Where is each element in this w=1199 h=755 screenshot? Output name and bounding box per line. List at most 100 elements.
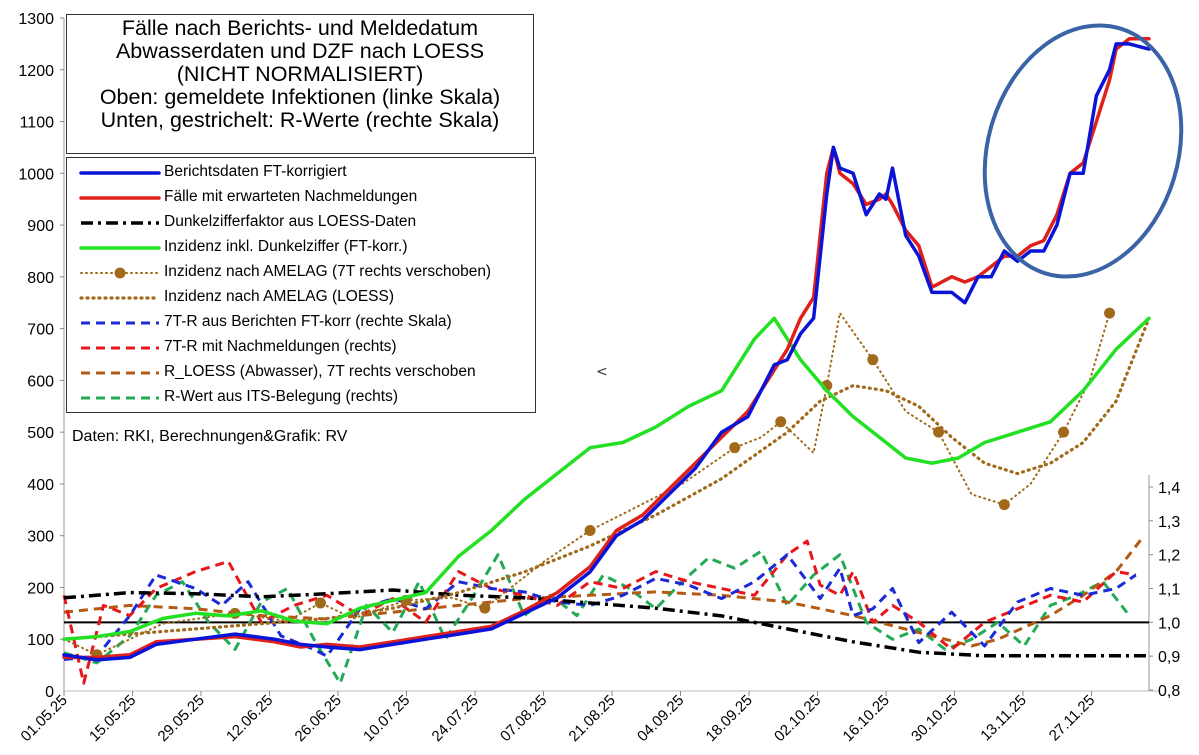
legend-label: Inzidenz inkl. Dunkelziffer (FT-korr.) — [164, 238, 408, 255]
x-tick-label: 16.10.25 — [840, 692, 893, 745]
right-tick-label: 1,3 — [1158, 514, 1180, 531]
chart-title-line: Unten, gestrichelt: R-Werte (rechte Skal… — [100, 108, 500, 132]
legend-label: Berichtsdaten FT-korrigiert — [164, 163, 347, 180]
chart-legend: Berichtsdaten FT-korrigiert Fälle mit erw… — [66, 157, 536, 413]
series-line-6 — [63, 553, 1137, 661]
left-tick-label: 700 — [27, 322, 54, 339]
legend-label: 7T-R aus Berichten FT-korr (rechte Skala… — [164, 313, 452, 330]
legend-entry: 7T-R mit Nachmeldungen (rechts) — [71, 336, 531, 361]
left-tick-label: 1100 — [20, 115, 55, 132]
x-axis-ticks: 01.05.25 15.05.25 29.05.25 12.06.25 26.06.25… — [18, 691, 1099, 745]
legend-swatch — [81, 346, 159, 350]
left-tick-label: 500 — [27, 425, 54, 442]
legend-swatch — [80, 267, 160, 279]
chart-title-box: Fälle nach Berichts- und Meldedatum Abwa… — [66, 14, 534, 154]
legend-label: R_LOESS (Abwasser), 7T rechts verschoben — [164, 363, 476, 380]
series-marker-4 — [998, 499, 1010, 511]
series-line-8 — [63, 536, 1144, 648]
gridlines — [63, 18, 1160, 692]
legend-swatch — [79, 296, 161, 300]
series-line-1 — [62, 36, 1151, 660]
series-marker-4 — [1058, 426, 1070, 438]
right-tick-label: 1,0 — [1158, 615, 1180, 632]
series-marker-4 — [933, 426, 945, 438]
left-tick-label: 900 — [27, 218, 54, 235]
chart-title-line: Fälle nach Berichts- und Meldedatum — [121, 16, 479, 40]
annotation-group — [982, 23, 1184, 279]
left-tick-label: 800 — [27, 270, 54, 287]
x-tick-label: 30.10.25 — [908, 692, 961, 745]
legend-swatch — [81, 396, 159, 400]
series-line-4 — [63, 312, 1111, 656]
x-tick-label: 04.09.25 — [634, 692, 687, 745]
x-tick-label: 15.05.25 — [86, 692, 139, 745]
right-tick-label: 0,8 — [1158, 683, 1180, 700]
series-marker-4 — [479, 602, 491, 614]
legend-label: Fälle mit erwarteten Nachmeldungen — [164, 188, 418, 205]
right-axis-ticks: 0,8 0,9 1,0 1,1 1,2 1,3 1,4 — [1149, 480, 1180, 700]
left-axis-ticks: 0 100 200 300 400 500 600 700 800 900 1000 1100 1200… — [18, 11, 64, 701]
series-line-2 — [63, 588, 1149, 658]
series-marker-4 — [584, 525, 596, 537]
legend-label: 7T-R mit Nachmeldungen (rechts) — [164, 338, 397, 355]
series-marker-4 — [314, 597, 326, 609]
series-group — [62, 36, 1151, 685]
series-line-3 — [62, 316, 1151, 641]
left-tick-label: 300 — [27, 529, 54, 546]
chart-title-line: Oben: gemeldete Infektionen (linke Skala… — [99, 85, 501, 109]
x-tick-label: 27.11.25 — [1046, 692, 1099, 745]
highlight-ellipse — [982, 23, 1184, 279]
chart-title-line: (NICHT NORMALISIERT) — [176, 62, 424, 86]
right-tick-label: 1,2 — [1158, 548, 1180, 565]
x-tick-label: 29.05.25 — [155, 692, 208, 745]
left-tick-label: 1300 — [18, 11, 54, 28]
series-marker-4 — [729, 442, 741, 454]
legend-label: R-Wert aus ITS-Belegung (rechts) — [164, 388, 399, 405]
series-line-0 — [62, 42, 1151, 662]
legend-entry: Dunkelzifferfaktor aus LOESS-Daten — [71, 211, 531, 236]
legend-label: Inzidenz nach AMELAG (7T rechts verschob… — [164, 263, 492, 280]
caret-marker: < — [596, 364, 608, 380]
chart-title-line: Abwasserdaten und DZF nach LOESS — [115, 39, 485, 63]
right-tick-label: 1,4 — [1158, 480, 1180, 497]
x-tick-label: 12.06.25 — [223, 692, 276, 745]
left-tick-label: 1000 — [18, 166, 54, 183]
source-note: Daten: RKI, Berechnungen&Grafik: RV — [72, 428, 348, 445]
right-tick-label: 1,1 — [1158, 582, 1180, 599]
legend-swatch-marker — [114, 267, 126, 279]
legend-entry: Berichtsdaten FT-korrigiert — [71, 161, 531, 186]
left-tick-label: 200 — [27, 580, 54, 597]
legend-label: Inzidenz nach AMELAG (LOESS) — [164, 288, 395, 305]
legend-entry: Inzidenz inkl. Dunkelziffer (FT-korr.) — [71, 236, 531, 261]
x-tick-label: 26.06.25 — [292, 692, 345, 745]
x-tick-label: 24.07.25 — [429, 692, 482, 745]
x-tick-label: 02.10.25 — [771, 692, 824, 745]
legend-swatch — [79, 196, 161, 200]
legend-entry: R_LOESS (Abwasser), 7T rechts verschoben — [71, 361, 531, 386]
legend-entry: R-Wert aus ITS-Belegung (rechts) — [71, 386, 531, 411]
legend-entry: Inzidenz nach AMELAG (LOESS) — [71, 286, 531, 311]
legend-label: Dunkelzifferfaktor aus LOESS-Daten — [164, 213, 417, 230]
left-tick-label: 1200 — [18, 63, 54, 80]
left-tick-label: 0 — [45, 684, 54, 701]
legend-swatch — [81, 371, 159, 375]
right-tick-label: 0,9 — [1158, 649, 1180, 666]
legend-swatch — [79, 246, 161, 250]
legend-entry: 7T-R aus Berichten FT-korr (rechte Skala… — [71, 311, 531, 336]
series-line-7 — [62, 539, 1137, 685]
left-tick-label: 400 — [27, 477, 54, 494]
series-marker-4 — [775, 416, 787, 428]
x-tick-label: 07.08.25 — [497, 692, 550, 745]
legend-entry: Fälle mit erwarteten Nachmeldungen — [71, 186, 531, 211]
legend-swatch — [81, 321, 159, 325]
legend-swatch — [79, 171, 161, 175]
legend-entry: Inzidenz nach AMELAG (7T rechts verschob… — [71, 261, 531, 286]
x-tick-label: 18.09.25 — [703, 692, 756, 745]
series-marker-4 — [867, 354, 879, 366]
legend-swatch — [81, 221, 159, 225]
left-tick-label: 600 — [27, 373, 54, 390]
x-tick-label: 13.11.25 — [977, 692, 1030, 745]
series-marker-4 — [1104, 307, 1116, 319]
x-tick-label: 10.07.25 — [360, 692, 413, 745]
